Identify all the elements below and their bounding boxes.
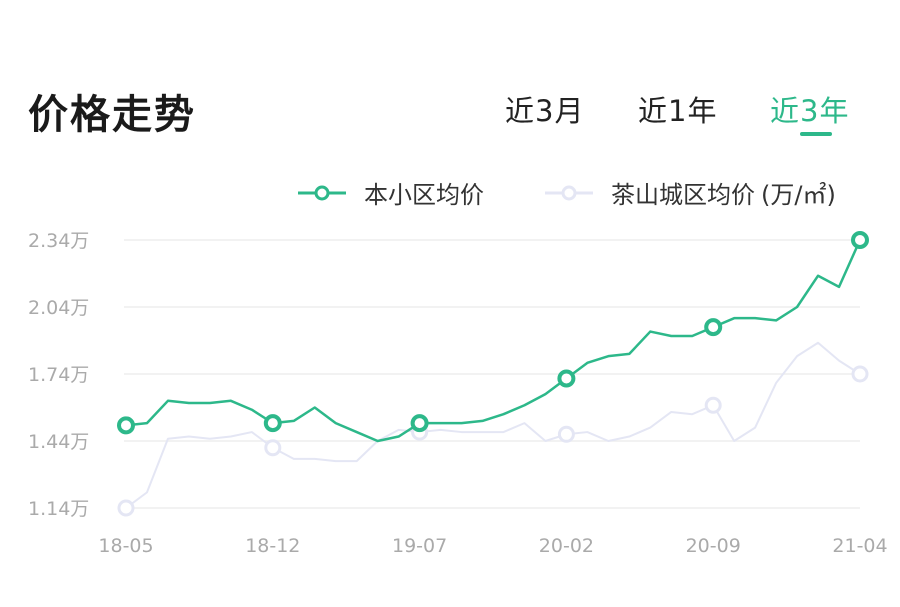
tab-3-years[interactable]: 近3年 xyxy=(770,94,850,128)
series-line-community xyxy=(125,239,862,443)
data-point-district xyxy=(117,499,135,517)
legend-label: 本小区均价 xyxy=(364,181,484,209)
legend-unit: (万/㎡) xyxy=(761,181,836,209)
x-tick-label: 20-02 xyxy=(539,535,594,557)
data-point-community xyxy=(263,414,282,433)
x-tick-label: 18-12 xyxy=(245,535,300,557)
data-point-community xyxy=(410,414,429,433)
y-tick-label: 2.04万 xyxy=(28,297,89,319)
x-tick-label: 20-09 xyxy=(686,535,741,557)
y-tick-label: 1.74万 xyxy=(28,364,89,386)
active-tab-indicator xyxy=(800,132,832,136)
data-point-district xyxy=(704,396,722,414)
data-point-community xyxy=(117,416,135,435)
legend-marker-icon xyxy=(545,185,593,200)
legend-item-community[interactable]: 本小区均价 xyxy=(298,175,484,210)
x-tick-label: 18-05 xyxy=(98,535,153,557)
legend-item-district[interactable]: 茶山城区均价 (万/㎡) xyxy=(545,175,836,210)
series-line-district xyxy=(125,341,861,509)
x-tick-label: 21-04 xyxy=(832,535,887,557)
data-point-community xyxy=(704,318,723,337)
data-point-community xyxy=(851,231,869,249)
tab-1-year[interactable]: 近1年 xyxy=(638,94,718,128)
x-tick-label: 19-07 xyxy=(392,535,447,557)
y-tick-label: 2.34万 xyxy=(28,230,89,252)
legend-label: 茶山城区均价 xyxy=(611,181,755,209)
y-tick-label: 1.14万 xyxy=(28,498,89,520)
tab-3-months[interactable]: 近3月 xyxy=(505,94,585,128)
data-point-district xyxy=(264,439,282,457)
data-point-community xyxy=(557,369,576,388)
data-point-district xyxy=(851,365,869,383)
y-tick-label: 1.44万 xyxy=(28,431,89,453)
data-point-district xyxy=(557,425,575,443)
page-title: 价格走势 xyxy=(28,92,196,138)
legend-marker-icon xyxy=(298,185,346,200)
